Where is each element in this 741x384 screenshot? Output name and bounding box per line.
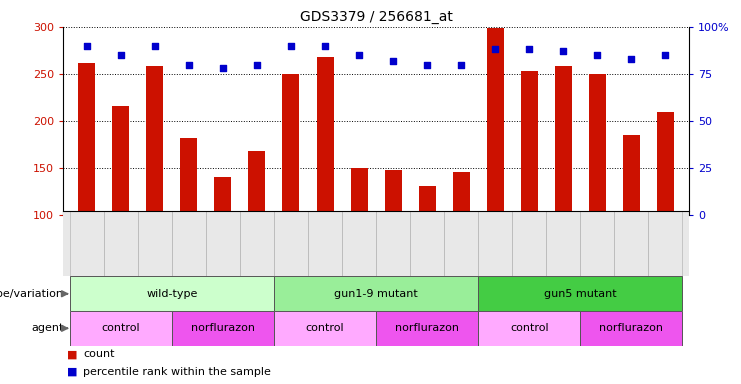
Point	[625, 56, 637, 62]
Bar	[657, 112, 674, 215]
Bar	[70, 211, 104, 276]
Bar	[274, 276, 478, 311]
Text: ■: ■	[67, 366, 77, 377]
Point	[387, 58, 399, 64]
Bar	[385, 170, 402, 215]
Text: control: control	[510, 323, 548, 333]
Point	[659, 52, 671, 58]
Bar	[282, 74, 299, 215]
Point	[455, 61, 467, 68]
Bar	[350, 168, 368, 215]
Point	[251, 61, 263, 68]
Bar	[70, 311, 172, 346]
Bar	[274, 311, 376, 346]
Bar	[342, 211, 376, 276]
Point	[115, 52, 127, 58]
Bar	[308, 211, 342, 276]
Point	[557, 48, 569, 55]
Bar	[444, 211, 478, 276]
Bar	[622, 135, 639, 215]
Point	[285, 43, 297, 49]
Bar	[589, 74, 605, 215]
Bar	[648, 211, 682, 276]
Bar	[274, 211, 308, 276]
Bar	[478, 311, 580, 346]
Bar	[546, 211, 580, 276]
Bar	[206, 211, 240, 276]
Bar	[79, 63, 96, 215]
Text: agent: agent	[31, 323, 64, 333]
Bar	[70, 276, 274, 311]
Bar	[487, 28, 504, 215]
Bar	[376, 311, 478, 346]
Point	[421, 61, 433, 68]
Bar	[614, 211, 648, 276]
Bar	[555, 66, 572, 215]
Point	[489, 46, 501, 53]
Point	[81, 43, 93, 49]
Point	[183, 61, 195, 68]
Point	[591, 52, 603, 58]
Bar	[376, 211, 410, 276]
Bar	[478, 211, 512, 276]
Bar	[316, 57, 333, 215]
Point	[353, 52, 365, 58]
Text: gun1-9 mutant: gun1-9 mutant	[334, 289, 418, 299]
Text: genotype/variation: genotype/variation	[0, 289, 64, 299]
Bar	[512, 211, 546, 276]
Text: control: control	[102, 323, 140, 333]
Bar	[180, 138, 197, 215]
Bar	[138, 211, 172, 276]
Text: wild-type: wild-type	[146, 289, 198, 299]
Text: percentile rank within the sample: percentile rank within the sample	[83, 366, 271, 377]
Bar	[478, 276, 682, 311]
Text: ■: ■	[67, 349, 77, 359]
Bar	[104, 211, 138, 276]
Text: norflurazon: norflurazon	[599, 323, 663, 333]
Point	[319, 43, 331, 49]
Text: norflurazon: norflurazon	[395, 323, 459, 333]
Point	[149, 43, 161, 49]
Bar	[419, 186, 436, 215]
Text: control: control	[306, 323, 345, 333]
Bar	[453, 172, 470, 215]
Bar	[172, 211, 206, 276]
Title: GDS3379 / 256681_at: GDS3379 / 256681_at	[299, 10, 453, 25]
Text: gun5 mutant: gun5 mutant	[544, 289, 617, 299]
Bar	[580, 211, 614, 276]
Point	[523, 46, 535, 53]
Bar	[214, 177, 231, 215]
Bar	[248, 151, 265, 215]
Bar	[147, 66, 163, 215]
Bar	[410, 211, 444, 276]
Bar	[521, 71, 538, 215]
Point	[217, 65, 229, 71]
Text: norflurazon: norflurazon	[191, 323, 255, 333]
Bar	[580, 311, 682, 346]
Bar	[113, 106, 130, 215]
Bar	[240, 211, 274, 276]
Text: count: count	[83, 349, 115, 359]
Bar	[172, 311, 274, 346]
